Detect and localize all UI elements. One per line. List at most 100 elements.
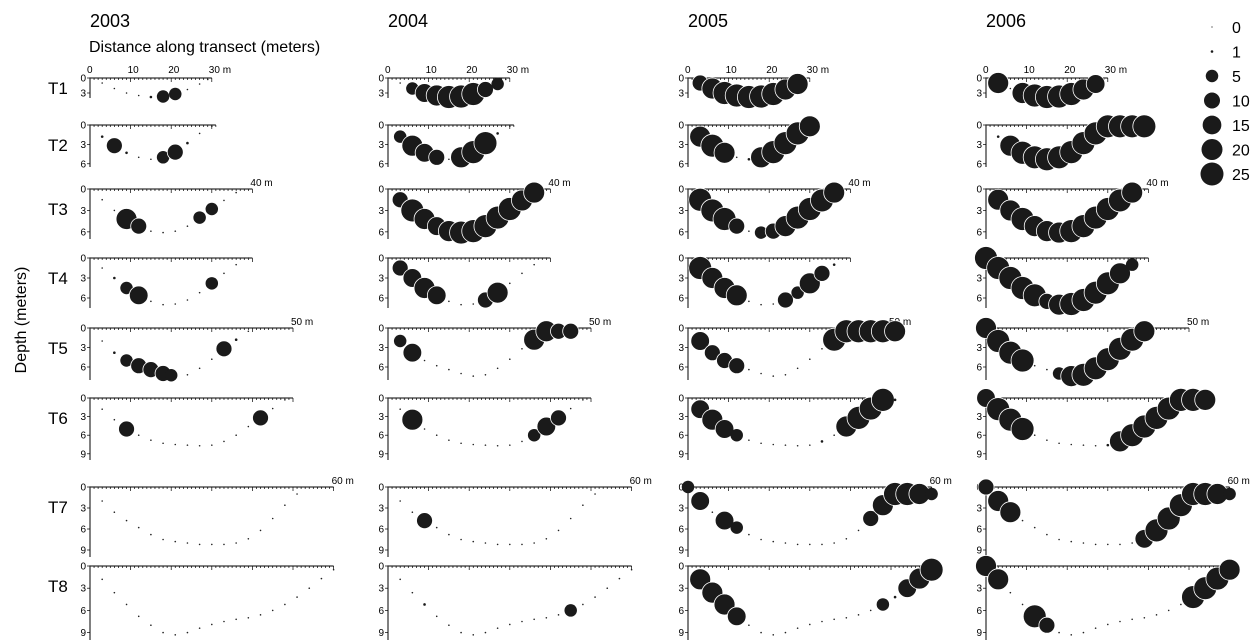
count-bubble [703, 344, 721, 362]
depth-tick-label: 0 [378, 562, 384, 573]
transect-length-label: 50 m [589, 317, 611, 328]
profile-point [113, 511, 116, 513]
panel-2005-T6: 0 3 6 9 [678, 387, 897, 460]
profile-point [137, 615, 140, 618]
count-bubble [862, 510, 880, 527]
profile-point [1021, 519, 1024, 522]
count-bubble [428, 148, 446, 166]
profile-point [496, 367, 499, 370]
profile-point [387, 397, 389, 399]
profile-point [387, 565, 389, 567]
transect-length-label: 40 m [1146, 178, 1168, 189]
count-bubble [473, 131, 498, 155]
panel-2006-T2: 0 3 6 [976, 114, 1157, 172]
profile-point [174, 230, 177, 232]
count-bubble [477, 81, 494, 98]
profile-point [387, 124, 389, 126]
profile-point [186, 88, 189, 91]
profile-dots [387, 486, 596, 546]
panel-2006-T1: 0 3 0 10 20 30 m [976, 65, 1127, 109]
depth-tick-label: 0 [976, 121, 982, 132]
depth-tick-label: 6 [976, 363, 982, 374]
profile-point [796, 627, 799, 629]
profile-point [772, 303, 775, 305]
count-bubble [870, 387, 895, 412]
profile-point [1082, 542, 1085, 544]
profile-point [186, 542, 189, 544]
depth-tick-label: 0 [678, 74, 684, 85]
depth-tick-label: 3 [80, 140, 86, 151]
panel-2006-T3: 0 3 6 40 m [976, 178, 1169, 244]
profile-point [582, 504, 584, 507]
count-bubble [130, 217, 148, 235]
profile-point [472, 540, 475, 543]
profile-point [1070, 540, 1073, 543]
panel-2003-T2: 0 3 6 [80, 121, 217, 170]
profile-dots [89, 565, 335, 636]
count-bubble [423, 603, 426, 606]
profile-point [687, 257, 689, 259]
profile-point [809, 444, 811, 446]
profile-point [484, 444, 487, 446]
count-bubble [193, 211, 206, 224]
depth-tick-label: 9 [378, 449, 384, 460]
depth-tick-label: 0 [678, 394, 684, 405]
depth-tick-label: 0 [678, 562, 684, 573]
panel-2006-T4: 036 [974, 246, 1149, 316]
depth-tick-label: 6 [80, 431, 86, 442]
profile-point [101, 578, 103, 581]
depth-tick-label: 3 [378, 343, 384, 354]
profile-point [1143, 617, 1146, 619]
profile-point [1046, 533, 1048, 536]
profile-point [284, 603, 286, 606]
profile-point [1094, 444, 1097, 447]
depth-tick-label: 0 [678, 121, 684, 132]
count-bubble [1106, 443, 1110, 447]
profile-point [150, 439, 152, 441]
count-bubble [564, 604, 577, 617]
profile-point [435, 615, 438, 618]
panel-2005-T2: 0 3 6 [678, 115, 821, 170]
profile-point [89, 77, 91, 79]
profile-point [1082, 631, 1085, 634]
count-bubble [726, 606, 747, 627]
count-bubble [1125, 258, 1139, 271]
depth-tick-label: 3 [378, 412, 384, 423]
depth-tick-label: 0 [678, 324, 684, 335]
profile-point [748, 439, 750, 441]
profile-point [533, 542, 535, 544]
count-bubble [234, 338, 238, 342]
profile-point [411, 511, 414, 513]
x-tick-label: 10 [726, 65, 738, 76]
count-bubble [523, 181, 546, 204]
profile-point [113, 418, 116, 421]
profile-point [162, 631, 164, 634]
transect-label-T2: T2 [48, 136, 68, 155]
profile-point [509, 282, 511, 285]
profile-point [211, 623, 213, 626]
count-bubble [919, 557, 944, 582]
profile-point [809, 543, 811, 546]
depth-tick-label: 0 [678, 483, 684, 494]
profile-point [1131, 542, 1133, 544]
profile-point [125, 519, 128, 522]
depth-tick-label: 3 [80, 206, 86, 217]
depth-tick-label: 3 [678, 206, 684, 217]
profile-point [448, 158, 450, 161]
x-tick-label: 30 m [507, 65, 529, 76]
depth-tick-label: 9 [378, 628, 384, 639]
count-bubble [690, 331, 710, 351]
profile-point [1058, 538, 1060, 541]
profile-point [150, 158, 152, 161]
legend-label: 0 [1232, 20, 1241, 37]
profile-point [1058, 631, 1060, 634]
count-bubble [714, 419, 735, 439]
profile-point [332, 568, 335, 571]
count-bubble [999, 501, 1022, 524]
count-bubble [813, 264, 831, 282]
profile-point [223, 543, 225, 546]
depth-tick-label: 6 [678, 363, 684, 374]
profile-point [435, 364, 438, 367]
